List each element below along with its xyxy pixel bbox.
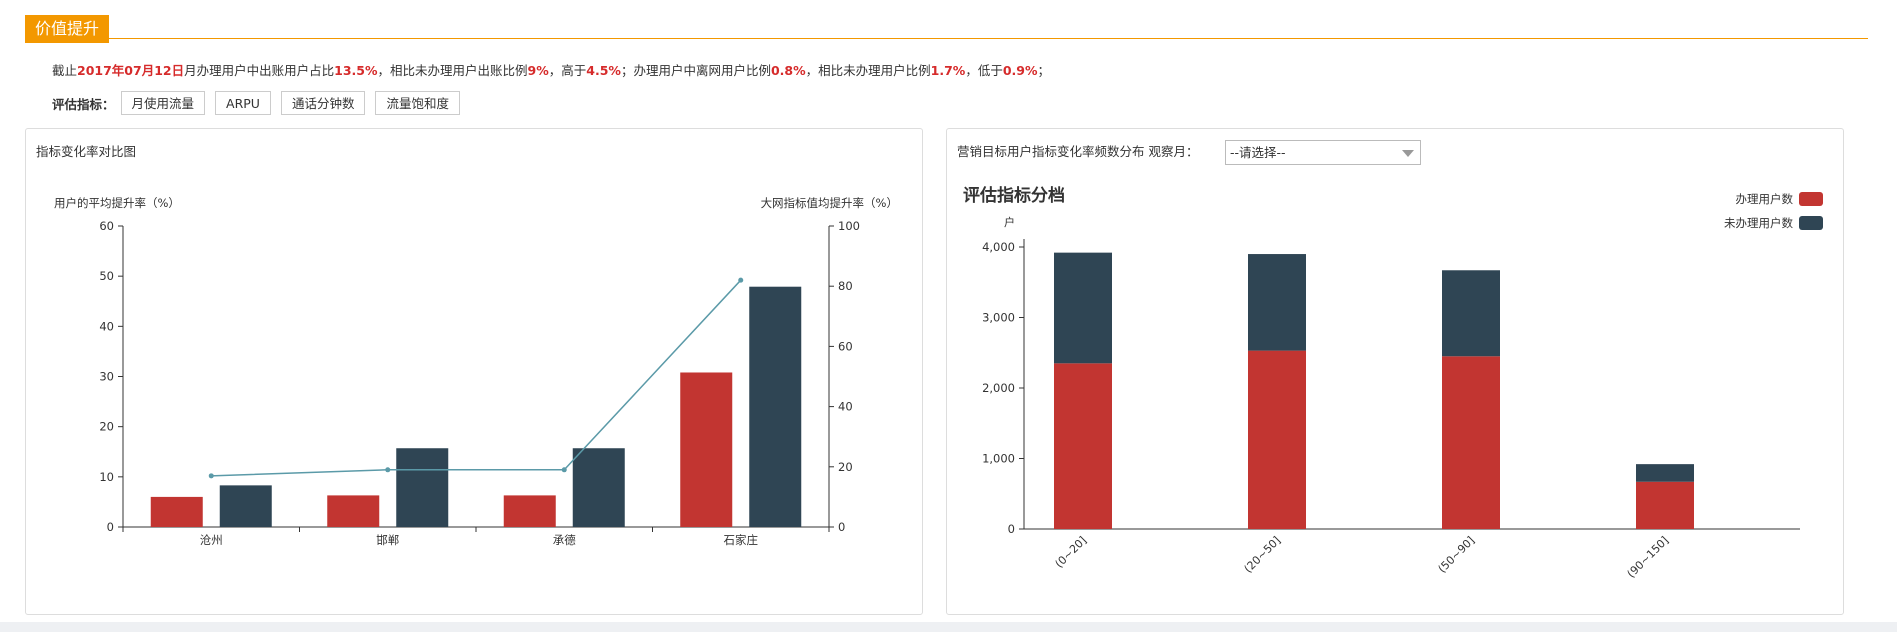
section-divider [25, 38, 1868, 39]
summary-part: ，相比未办理用户出账比例 [377, 63, 528, 78]
bar-handled-users [1054, 363, 1112, 529]
bar-series-2 [749, 286, 802, 527]
line-point [561, 467, 567, 473]
bar-series-1 [680, 372, 733, 527]
left-y-tick-label: 10 [99, 470, 114, 484]
summary-value: 4.5% [586, 63, 621, 78]
metric-button-arpu[interactable]: ARPU [215, 91, 271, 115]
summary-value: 13.5% [334, 63, 378, 78]
x-tick-label: 石家庄 [724, 533, 759, 547]
y-tick-label: 4,000 [982, 240, 1015, 254]
summary-text: 截止2017年07月12日月办理用户中出账用户占比13.5%，相比未办理用户出账… [52, 60, 1050, 79]
bar-unhandled-users [1636, 464, 1694, 482]
bar-unhandled-users [1054, 252, 1112, 364]
right-y-tick-label: 20 [838, 460, 853, 474]
summary-value: 1.7% [930, 63, 966, 78]
bar-series-1 [503, 495, 556, 527]
right-y-tick-label: 40 [838, 400, 853, 414]
bar-series-1 [327, 495, 380, 527]
chart-title: 评估指标分档 [963, 185, 1065, 206]
distribution-chart-title: 营销目标用户指标变化率频数分布 观察月： [957, 144, 1199, 159]
summary-part: ；办理用户中离网用户比例 [620, 63, 771, 78]
right-y-tick-label: 80 [838, 279, 853, 293]
metric-button-traffic-saturation[interactable]: 流量饱和度 [375, 91, 460, 115]
observe-month-select[interactable]: --请选择-- [1225, 140, 1421, 165]
summary-part: 月办理用户中出账用户占比 [184, 63, 335, 78]
bar-unhandled-users [1248, 254, 1306, 351]
left-y-tick-label: 60 [99, 219, 114, 233]
metric-button-call-minutes[interactable]: 通话分钟数 [280, 91, 366, 115]
y-tick-label: 0 [1008, 522, 1015, 536]
right-y-tick-label: 100 [838, 219, 860, 233]
right-y-tick-label: 60 [838, 339, 853, 353]
comparison-chart-panel: 指标变化率对比图 用户的平均提升率（%） 大网指标值均提升率（%） 0 10 20 30 4… [25, 128, 923, 615]
bar-handled-users [1636, 481, 1694, 529]
left-y-tick-label: 0 [107, 520, 114, 534]
bar-series-2 [219, 485, 272, 527]
x-tick-label: 邯郸 [376, 533, 399, 547]
y-tick-label: 2,000 [982, 381, 1015, 395]
x-tick-label: (20~50] [1242, 534, 1284, 576]
bar-unhandled-users [1442, 270, 1500, 357]
chevron-down-icon [1402, 150, 1414, 157]
left-y-tick-label: 40 [99, 319, 114, 333]
line-point [385, 467, 391, 473]
left-y-tick-label: 20 [99, 420, 114, 434]
x-tick-label: (50~90] [1436, 534, 1478, 576]
x-tick-label: (0~20] [1052, 534, 1089, 571]
metrics-label: 评估指标： [52, 96, 115, 112]
bar-series-2 [396, 448, 449, 527]
y-tick-label: 1,000 [982, 452, 1015, 466]
line-series [211, 279, 742, 477]
right-axis-title: 大网指标值均提升率（%） [761, 196, 898, 210]
bar-series-2 [572, 448, 625, 527]
summary-part: ，相比未办理用户比例 [805, 63, 931, 78]
summary-part: ； [1037, 63, 1051, 78]
bar-handled-users [1442, 356, 1500, 529]
x-tick-label: 沧州 [200, 533, 223, 547]
legend-swatch [1799, 216, 1823, 230]
comparison-chart-title: 指标变化率对比图 [36, 144, 137, 159]
bar-handled-users [1248, 350, 1306, 529]
y-axis-unit: 户 [1004, 215, 1015, 229]
distribution-chart-panel: 营销目标用户指标变化率频数分布 观察月： --请选择-- 评估指标分档户 0 1,0… [946, 128, 1844, 615]
left-y-tick-label: 50 [99, 269, 114, 283]
legend-label: 办理用户数 [1736, 192, 1794, 206]
bar-series-1 [150, 496, 203, 527]
x-tick-label: 承德 [553, 533, 576, 547]
section-title: 价值提升 [35, 19, 100, 38]
summary-value: 0.8% [770, 63, 806, 78]
legend-swatch [1799, 192, 1823, 206]
summary-part: ，高于 [548, 63, 587, 78]
left-axis-title: 用户的平均提升率（%） [54, 196, 180, 210]
metrics-bar: 评估指标： 月使用流量 ARPU 通话分钟数 流量饱和度 [52, 91, 470, 115]
comparison-chart: 用户的平均提升率（%） 大网指标值均提升率（%） 0 10 20 30 40 50 60 0 20 4… [54, 196, 898, 547]
summary-value: 0.9% [1002, 63, 1038, 78]
summary-part: ，低于 [965, 63, 1003, 78]
x-tick-label: (90~150] [1625, 534, 1672, 581]
y-tick-label: 3,000 [982, 311, 1015, 325]
summary-date: 2017年07月12日 [77, 63, 185, 78]
line-point [208, 473, 214, 479]
summary-value: 9% [527, 63, 549, 78]
summary-part: 截止 [52, 63, 78, 78]
right-y-tick-label: 0 [838, 520, 845, 534]
page-bottom-band [0, 622, 1897, 632]
metric-button-traffic[interactable]: 月使用流量 [120, 91, 206, 115]
line-point [738, 277, 744, 283]
observe-month-select-value: --请选择-- [1230, 145, 1286, 160]
legend-label: 未办理用户数 [1724, 216, 1793, 230]
left-y-tick-label: 30 [99, 370, 114, 384]
